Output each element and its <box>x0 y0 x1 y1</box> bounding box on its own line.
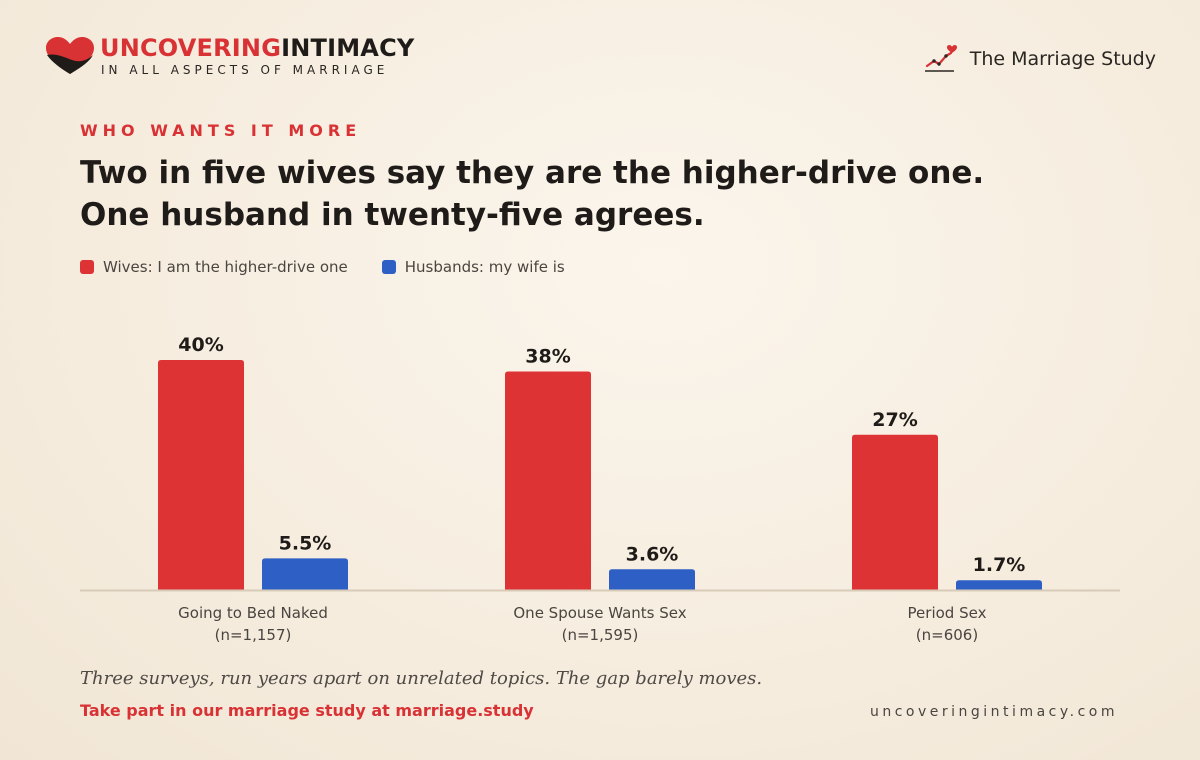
brand-tagline: IN ALL ASPECTS OF MARRIAGE <box>101 63 389 77</box>
category-label: Period Sex <box>908 604 987 622</box>
brand-name: UNCOVERINGINTIMACY <box>100 34 414 62</box>
data-label-wives: 38% <box>525 346 570 368</box>
data-label-husbands: 1.7% <box>973 554 1026 576</box>
bar-husbands <box>262 558 348 590</box>
category-sample-size: (n=606) <box>916 626 978 644</box>
bar-husbands <box>956 580 1042 590</box>
legend-label-husbands: Husbands: my wife is <box>404 258 565 276</box>
legend-swatch-wives <box>80 260 94 274</box>
study-link[interactable]: Take part in our marriage study at marri… <box>80 701 534 720</box>
legend-label-wives: Wives: I am the higher-drive one <box>103 258 348 276</box>
category-label: Going to Bed Naked <box>178 604 328 622</box>
chart-legend: Wives: I am the higher-drive one Husband… <box>80 258 565 276</box>
data-label-husbands: 5.5% <box>279 532 332 554</box>
title-line-2: One husband in twenty-five agrees. <box>80 197 705 233</box>
bar-husbands <box>609 569 695 590</box>
study-badge: The Marriage Study <box>924 44 1156 74</box>
data-label-wives: 40% <box>178 334 223 356</box>
category-sample-size: (n=1,157) <box>215 626 292 644</box>
heart-icon <box>46 37 94 74</box>
trend-heart-icon <box>924 45 957 72</box>
legend-item-wives: Wives: I am the higher-drive one <box>80 258 348 276</box>
data-label-husbands: 3.6% <box>626 543 679 565</box>
study-label: The Marriage Study <box>969 48 1156 70</box>
bar-wives <box>505 371 591 590</box>
kicker: WHO WANTS IT MORE <box>80 121 362 140</box>
legend-swatch-husbands <box>381 260 396 274</box>
category-sample-size: (n=1,595) <box>562 626 639 644</box>
data-label-wives: 27% <box>872 409 917 431</box>
title-line-1: Two in five wives say they are the highe… <box>80 155 985 191</box>
legend-item-husbands: Husbands: my wife is <box>381 258 565 276</box>
site-url: uncoveringintimacy.com <box>869 704 1118 720</box>
category-label: One Spouse Wants Sex <box>513 604 686 622</box>
brand-name-part2: INTIMACY <box>281 34 415 62</box>
bar-wives <box>852 434 938 590</box>
page-title: Two in five wives say they are the highe… <box>80 152 984 236</box>
brand-name-part1: UNCOVERING <box>100 34 282 62</box>
bar-wives <box>158 360 244 590</box>
footnote: Three surveys, run years apart on unrela… <box>80 668 763 689</box>
brand-logo: UNCOVERINGINTIMACY IN ALL ASPECTS OF MAR… <box>44 34 444 78</box>
